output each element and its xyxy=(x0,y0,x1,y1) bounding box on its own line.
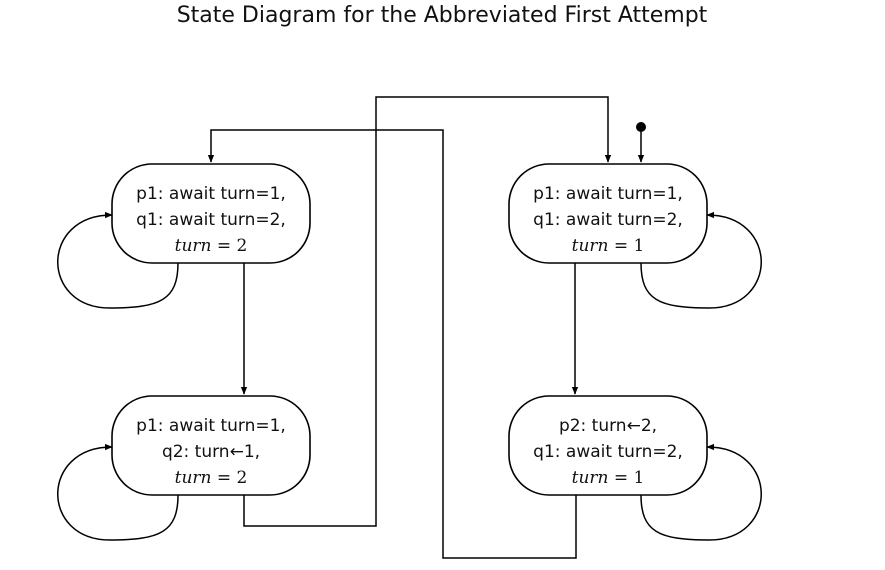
equals-sign: = xyxy=(608,468,633,488)
variable-value: 1 xyxy=(634,236,645,256)
state-box xyxy=(508,163,708,264)
equals-sign: = xyxy=(608,236,633,256)
variable-name: turn xyxy=(572,236,609,256)
state-line-1: p1: await turn=1, xyxy=(136,416,286,436)
state-variable-line: turn = 1 xyxy=(572,468,645,488)
edge-s3-to-s2 xyxy=(243,96,612,527)
state-box xyxy=(111,163,311,264)
state-variable-line: turn = 2 xyxy=(175,236,248,256)
self-loop-s2 xyxy=(640,211,762,309)
state-node-s3: p1: await turn=1, q2: turn←1, turn = 2 xyxy=(111,395,311,496)
state-line-2: q2: turn←1, xyxy=(162,442,260,462)
state-node-s4: p2: turn←2, q1: await turn=2, turn = 1 xyxy=(508,395,708,496)
variable-value: 2 xyxy=(237,468,248,488)
self-loop-s3 xyxy=(57,443,179,541)
variable-value: 1 xyxy=(634,468,645,488)
variable-value: 2 xyxy=(237,236,248,256)
equals-sign: = xyxy=(211,468,236,488)
diagram-title: State Diagram for the Abbreviated First … xyxy=(177,3,708,28)
edge-s4-to-s1 xyxy=(207,129,577,559)
variable-name: turn xyxy=(175,236,212,256)
state-box xyxy=(508,395,708,496)
variable-name: turn xyxy=(572,468,609,488)
state-line-1: p1: await turn=1, xyxy=(533,184,683,204)
state-variable-line: turn = 1 xyxy=(572,236,645,256)
variable-name: turn xyxy=(175,468,212,488)
state-line-1: p1: await turn=1, xyxy=(136,184,286,204)
state-node-s1: p1: await turn=1, q1: await turn=2, turn… xyxy=(111,163,311,264)
equals-sign: = xyxy=(211,236,236,256)
state-box xyxy=(111,395,311,496)
initial-state-dot xyxy=(636,122,646,132)
state-variable-line: turn = 2 xyxy=(175,468,248,488)
self-loop-s1 xyxy=(57,211,179,309)
self-loop-s4 xyxy=(640,443,762,541)
state-line-2: q1: await turn=2, xyxy=(136,210,286,230)
state-node-s2: p1: await turn=1, q1: await turn=2, turn… xyxy=(508,163,708,264)
state-line-2: q1: await turn=2, xyxy=(533,442,683,462)
state-line-2: q1: await turn=2, xyxy=(533,210,683,230)
state-line-1: p2: turn←2, xyxy=(559,416,657,436)
